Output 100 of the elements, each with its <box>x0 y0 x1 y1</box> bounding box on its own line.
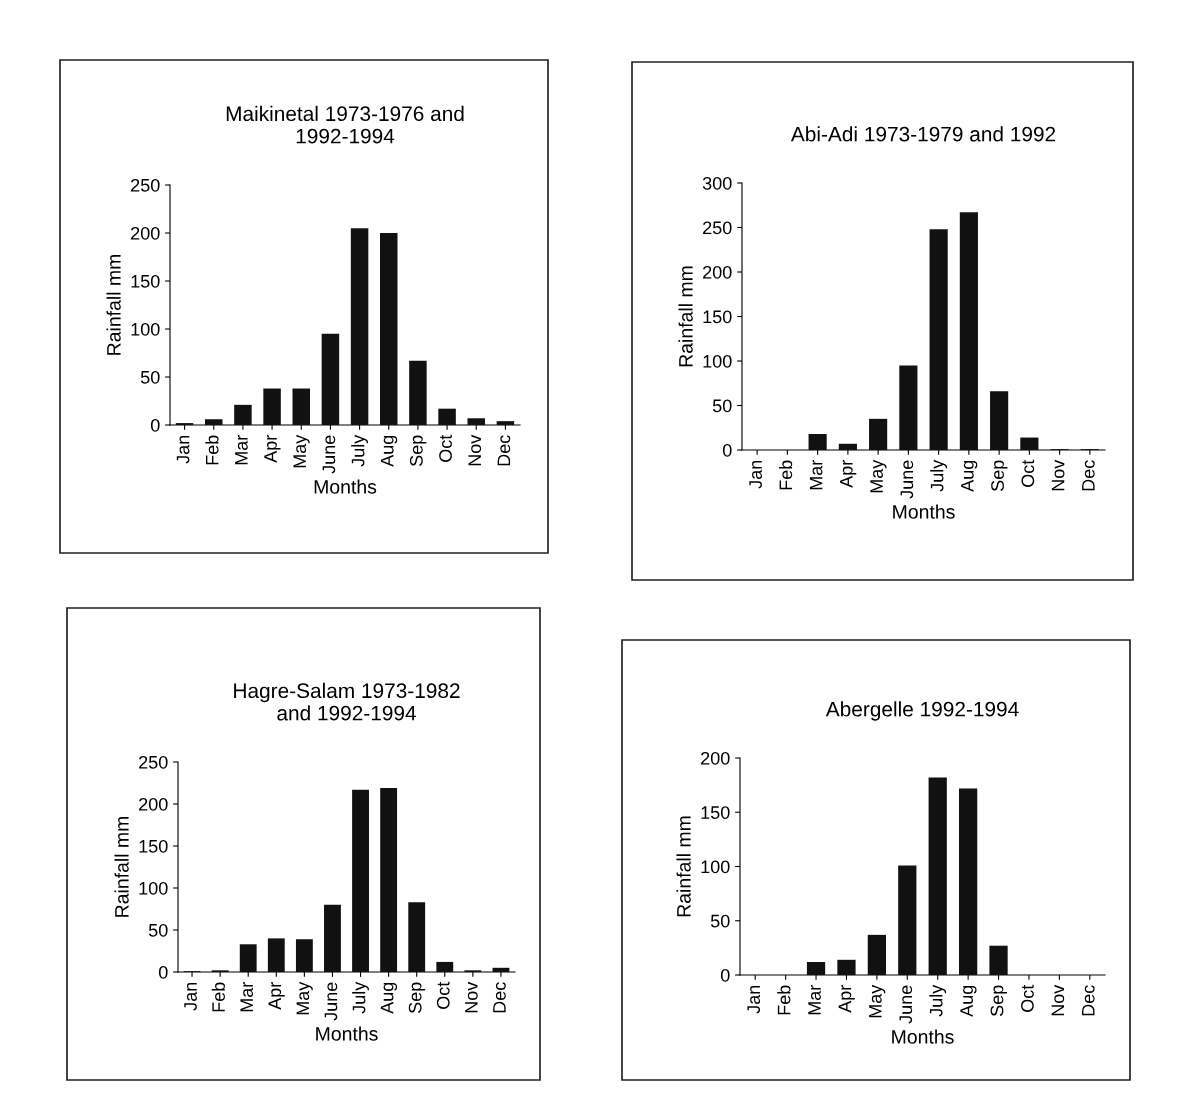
x-tick-label: Mar <box>235 435 248 465</box>
x-tick-label: Dec <box>1082 985 1095 1016</box>
y-tick-label: 200 <box>703 265 732 279</box>
y-tick-label: 150 <box>703 310 732 324</box>
bar <box>324 904 341 972</box>
x-tick-label: Sep <box>409 435 427 467</box>
y-tick-label: 0 <box>720 968 730 982</box>
x-axis-title: Months <box>316 1026 378 1041</box>
x-tick-label: July <box>929 984 947 1017</box>
x-tick-label: Nov <box>1051 459 1065 491</box>
bar <box>292 388 310 425</box>
y-axis-title: Rainfall mm <box>678 266 693 367</box>
x-tick-label: May <box>870 459 887 493</box>
bar <box>436 961 454 972</box>
bar <box>205 419 223 425</box>
y-tick-label: 200 <box>139 797 168 811</box>
y-tick-label: 300 <box>702 176 732 190</box>
bar <box>496 421 515 425</box>
y-tick-label: 100 <box>701 860 730 874</box>
y-tick-label: 0 <box>158 965 168 979</box>
y-tick-label: 250 <box>703 221 732 235</box>
bar <box>808 433 827 450</box>
bar <box>899 365 918 450</box>
x-tick-label: Aug <box>960 985 977 1017</box>
x-tick-label: June <box>322 435 336 474</box>
x-tick-label: Feb <box>211 982 225 1012</box>
x-tick-label: Oct <box>1021 459 1035 487</box>
x-tick-label: Dec <box>1082 460 1095 491</box>
y-axis-title: Rainfall mm <box>114 816 129 917</box>
x-tick-label: Jan <box>184 982 197 1011</box>
bar <box>928 777 947 975</box>
chart-title: Maikinetal 1973-1976 and 1992-1994 <box>226 105 464 144</box>
x-tick-label: July <box>930 459 948 492</box>
x-tick-label: Mar <box>809 460 823 490</box>
x-tick-label: Mar <box>808 985 821 1015</box>
y-tick-label: 200 <box>701 751 730 765</box>
x-tick-label: Mar <box>240 982 254 1012</box>
bar <box>321 333 340 425</box>
y-tick-label: 50 <box>710 914 730 928</box>
bar <box>806 961 826 975</box>
y-tick-label: 100 <box>131 322 160 336</box>
bar <box>1020 437 1039 450</box>
bar <box>838 443 857 450</box>
x-tick-label: Jan <box>176 435 190 464</box>
y-axis-title: Rainfall mm <box>106 254 121 355</box>
x-tick-label: Oct <box>436 981 450 1009</box>
y-tick-label: 0 <box>150 418 160 432</box>
x-tick-label: Feb <box>777 985 791 1015</box>
y-tick-label: 150 <box>139 839 168 853</box>
y-tick-label: 250 <box>131 178 160 192</box>
bar <box>409 360 427 425</box>
x-tick-label: Sep <box>990 985 1007 1017</box>
x-tick-label: May <box>869 984 886 1018</box>
x-tick-label: Jan <box>747 985 761 1014</box>
bar <box>959 788 978 975</box>
bar <box>380 788 398 972</box>
bar <box>492 967 510 972</box>
x-tick-label: Sep <box>408 982 426 1014</box>
bar <box>408 902 426 972</box>
x-tick-label: July <box>352 981 369 1014</box>
x-tick-label: Aug <box>381 435 398 467</box>
y-tick-label: 100 <box>139 881 168 895</box>
bar <box>990 391 1009 450</box>
x-tick-label: Nov <box>468 434 482 466</box>
x-tick-label: June <box>900 460 914 499</box>
x-tick-label: Jan <box>749 460 762 489</box>
x-tick-label: June <box>899 985 913 1024</box>
bar <box>929 229 948 450</box>
bar <box>867 934 886 975</box>
bar <box>239 944 257 972</box>
x-tick-label: Apr <box>840 460 857 488</box>
bar <box>959 212 978 450</box>
y-tick-label: 100 <box>703 354 732 368</box>
y-tick-label: 0 <box>722 443 732 457</box>
chart-title: Abergelle 1992-1994 <box>825 701 1019 721</box>
x-tick-label: Sep <box>991 460 1008 492</box>
x-tick-label: July <box>351 434 368 467</box>
y-tick-label: 200 <box>131 226 160 240</box>
bar <box>869 418 888 450</box>
x-tick-label: Oct <box>439 434 452 462</box>
x-tick-label: Apr <box>268 982 285 1010</box>
x-tick-label: Nov <box>465 981 478 1013</box>
bar <box>263 388 281 425</box>
x-tick-label: Apr <box>838 985 855 1013</box>
bar <box>989 945 1008 975</box>
y-axis-title: Rainfall mm <box>676 816 691 917</box>
bar <box>295 939 313 972</box>
bar <box>267 938 285 972</box>
chart-title: Hagre-Salam 1973-1982 and 1992-1994 <box>234 682 460 721</box>
x-tick-label: Nov <box>1051 984 1065 1016</box>
x-tick-label: Feb <box>205 435 219 465</box>
bar <box>352 789 369 972</box>
bar <box>234 404 252 425</box>
y-tick-label: 50 <box>712 399 732 413</box>
x-tick-label: June <box>324 982 338 1021</box>
x-tick-label: Aug <box>961 460 978 492</box>
x-axis-title: Months <box>892 1029 954 1044</box>
y-tick-label: 250 <box>139 755 168 769</box>
x-tick-label: Feb <box>778 460 793 490</box>
x-tick-label: May <box>293 434 310 468</box>
